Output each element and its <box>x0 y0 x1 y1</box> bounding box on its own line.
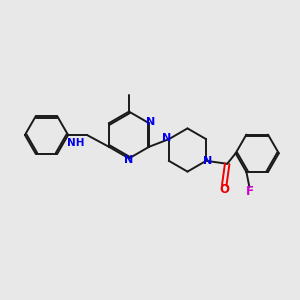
Text: N: N <box>146 117 155 127</box>
Text: NH: NH <box>67 138 85 148</box>
Text: N: N <box>124 155 134 165</box>
Text: O: O <box>219 183 229 196</box>
Text: F: F <box>246 185 254 198</box>
Text: N: N <box>203 156 212 166</box>
Text: N: N <box>162 133 171 143</box>
